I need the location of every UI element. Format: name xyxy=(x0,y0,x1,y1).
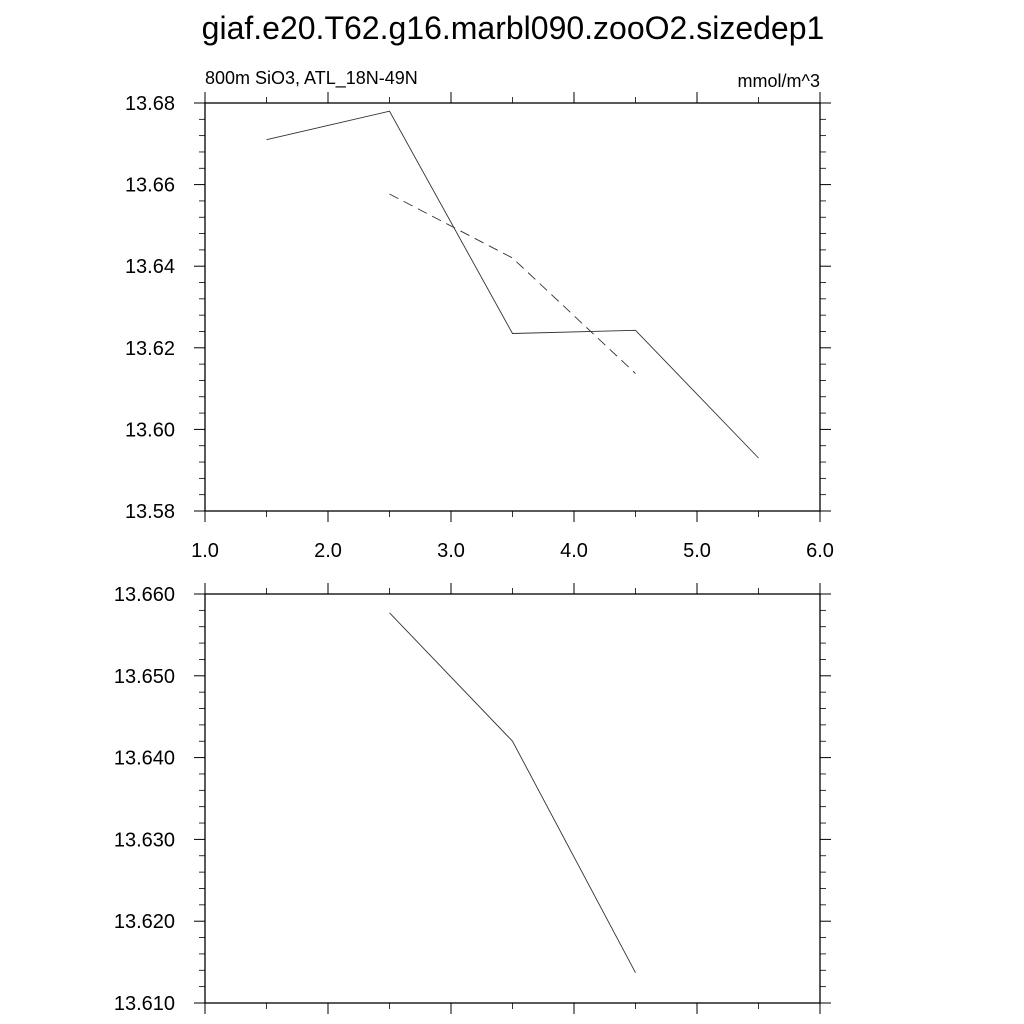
top-panel: 13.58 13.60 13.62 13.64 13.66 13.68 1.0 2.0 3.0 4… xyxy=(125,68,834,562)
subtitle-right-units: mmol/m^3 xyxy=(738,71,820,91)
y-tick-label: 13.64 xyxy=(125,256,175,278)
x-tick-label: 3.0 xyxy=(437,540,465,562)
x-tick-label: 2.0 xyxy=(314,540,342,562)
chart-title: giaf.e20.T62.g16.marbl090.zooO2.sizedep1 xyxy=(202,10,825,46)
solid-series-line xyxy=(266,110,759,459)
plot-frame xyxy=(204,102,821,512)
x-tick-label: 6.0 xyxy=(806,540,834,562)
dashed-series-line xyxy=(389,193,636,374)
x-tick-label: 5.0 xyxy=(683,540,711,562)
y-tick-label: 13.630 xyxy=(114,829,175,851)
y-tick-label: 13.58 xyxy=(125,501,175,523)
y-tick-label: 13.62 xyxy=(125,338,175,360)
x-tick-label: 4.0 xyxy=(560,540,588,562)
y-tick-label: 13.620 xyxy=(114,911,175,933)
y-tick-label: 13.68 xyxy=(125,93,175,115)
plot-frame xyxy=(204,593,821,1004)
y-tick-label: 13.640 xyxy=(114,748,175,770)
y-tick-label: 13.66 xyxy=(125,175,175,197)
bottom-panel: 13.610 13.620 13.630 13.640 13.650 13.660 xyxy=(114,583,831,1015)
y-tick-label: 13.650 xyxy=(114,666,175,688)
subtitle-left: 800m SiO3, ATL_18N-49N xyxy=(205,68,418,89)
y-tick-label: 13.610 xyxy=(114,993,175,1015)
y-tick-label: 13.60 xyxy=(125,419,175,441)
y-tick-label: 13.660 xyxy=(114,584,175,606)
solid-series-line xyxy=(389,612,636,973)
x-tick-label: 1.0 xyxy=(191,540,219,562)
